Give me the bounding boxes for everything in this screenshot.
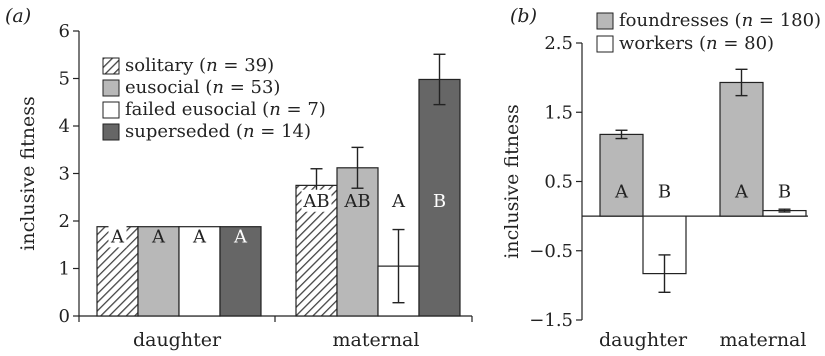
a-y-tick-label: 1 [59,259,70,280]
a-y-tick-label: 0 [59,306,70,327]
b-y-tick-label: 0.5 [544,172,573,193]
b-y-tick-label: −1.5 [529,310,573,331]
b-bar-label: A [734,181,749,202]
a-legend-swatch [102,101,120,119]
a-bar-label-bg [108,225,127,248]
b-bar-label: A [614,181,629,202]
a-bar [418,78,461,317]
a-y-tick-label: 2 [59,211,70,232]
a-y-tick-label: 3 [59,164,70,185]
b-y-axis-title: inclusive fitness [501,104,523,258]
a-bar-label: AB [302,191,329,212]
a-legend-label: solitary (n = 39) [125,55,274,76]
b-y-tick-label: 2.5 [544,33,573,54]
a-bar-label: A [151,226,166,247]
a-y-axis-title: inclusive fitness [17,96,39,250]
a-legend: solitary (n = 39)eusocial (n = 53)failed… [102,55,326,142]
b-bar-label: B [778,181,791,202]
a-category-label: maternal [333,329,420,351]
a-bar-label: A [192,226,207,247]
a-legend-swatch [102,57,120,75]
a-category-label: daughter [133,329,222,351]
panel-b-chart: −1.5 −0.5 0.5 1.5 2.5 inclusive fitness (b) A Bd… [501,5,821,351]
a-legend-label: failed eusocial (n = 7) [125,99,326,120]
a-bar-label: AB [343,191,370,212]
b-category-label: daughter [599,329,688,351]
b-y-tick-label: −0.5 [529,241,573,262]
a-bar [219,226,262,317]
a-legend-swatch [102,79,120,97]
a-bar [178,226,221,317]
b-bar [719,81,764,217]
b-y-tick-label: 1.5 [544,102,573,123]
a-y-tick-label: 4 [59,116,70,137]
a-y-tick-label: 5 [59,69,70,90]
b-legend-swatch [596,12,614,30]
b-legend-label: foundresses (n = 180) [619,10,821,31]
a-bar [336,167,379,317]
a-y-tick-label: 6 [59,21,70,42]
a-bar-label: B [433,191,446,212]
a-legend-label: superseded (n = 14) [125,121,311,142]
a-legend-swatch [102,123,120,141]
b-category-label: maternal [720,329,807,351]
b-bar [599,133,644,217]
b-legend-swatch [596,35,614,53]
b-legend-label: workers (n = 80) [619,33,774,54]
b-bar-label: B [658,181,671,202]
a-bar-label: A [233,226,248,247]
a-bar-label: A [110,226,125,247]
b-legend: foundresses (n = 180)workers (n = 80) [596,10,821,54]
a-bar-label-bg [301,189,332,212]
a-bar-label: A [391,191,406,212]
b-panel-label: (b) [510,5,537,27]
a-legend-label: eusocial (n = 53) [125,77,280,98]
a-panel-label: (a) [5,5,31,27]
